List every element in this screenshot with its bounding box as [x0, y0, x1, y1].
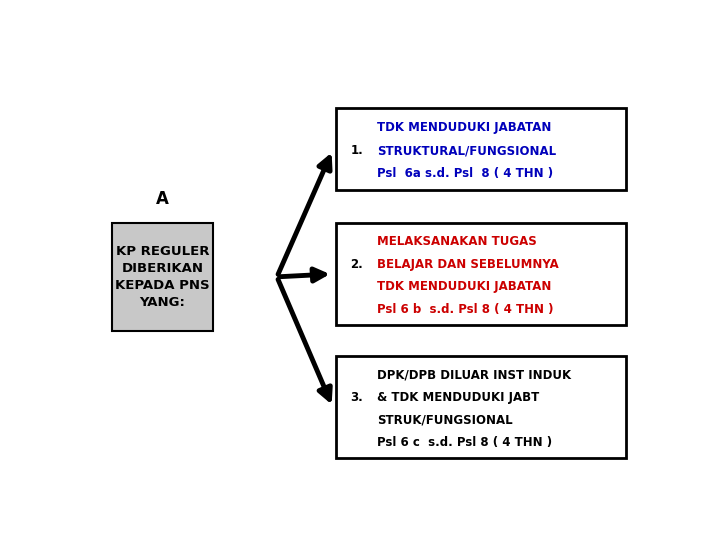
Text: 2.: 2. — [351, 258, 363, 271]
Text: DPK/DPB DILUAR INST INDUK: DPK/DPB DILUAR INST INDUK — [377, 368, 572, 381]
Text: & TDK MENDUDUKI JABT: & TDK MENDUDUKI JABT — [377, 390, 539, 404]
Text: Psl  6a s.d. Psl  8 ( 4 THN ): Psl 6a s.d. Psl 8 ( 4 THN ) — [377, 167, 554, 180]
Text: Psl 6 c  s.d. Psl 8 ( 4 THN ): Psl 6 c s.d. Psl 8 ( 4 THN ) — [377, 436, 552, 449]
Text: MELAKSANAKAN TUGAS: MELAKSANAKAN TUGAS — [377, 235, 537, 248]
Text: TDK MENDUDUKI JABATAN: TDK MENDUDUKI JABATAN — [377, 121, 552, 134]
FancyBboxPatch shape — [336, 109, 626, 190]
FancyBboxPatch shape — [336, 356, 626, 458]
Text: 1.: 1. — [351, 144, 363, 157]
Text: TDK MENDUDUKI JABATAN: TDK MENDUDUKI JABATAN — [377, 280, 552, 293]
FancyBboxPatch shape — [336, 223, 626, 325]
Text: KP REGULER
DIBERIKAN
KEPADA PNS
YANG:: KP REGULER DIBERIKAN KEPADA PNS YANG: — [115, 245, 210, 309]
Text: Psl 6 b  s.d. Psl 8 ( 4 THN ): Psl 6 b s.d. Psl 8 ( 4 THN ) — [377, 303, 554, 316]
Text: A: A — [156, 190, 169, 208]
FancyBboxPatch shape — [112, 223, 213, 331]
Text: BELAJAR DAN SEBELUMNYA: BELAJAR DAN SEBELUMNYA — [377, 258, 559, 271]
Text: STRUK/FUNGSIONAL: STRUK/FUNGSIONAL — [377, 413, 513, 426]
Text: 3.: 3. — [351, 390, 363, 404]
Text: STRUKTURAL/FUNGSIONAL: STRUKTURAL/FUNGSIONAL — [377, 144, 557, 157]
